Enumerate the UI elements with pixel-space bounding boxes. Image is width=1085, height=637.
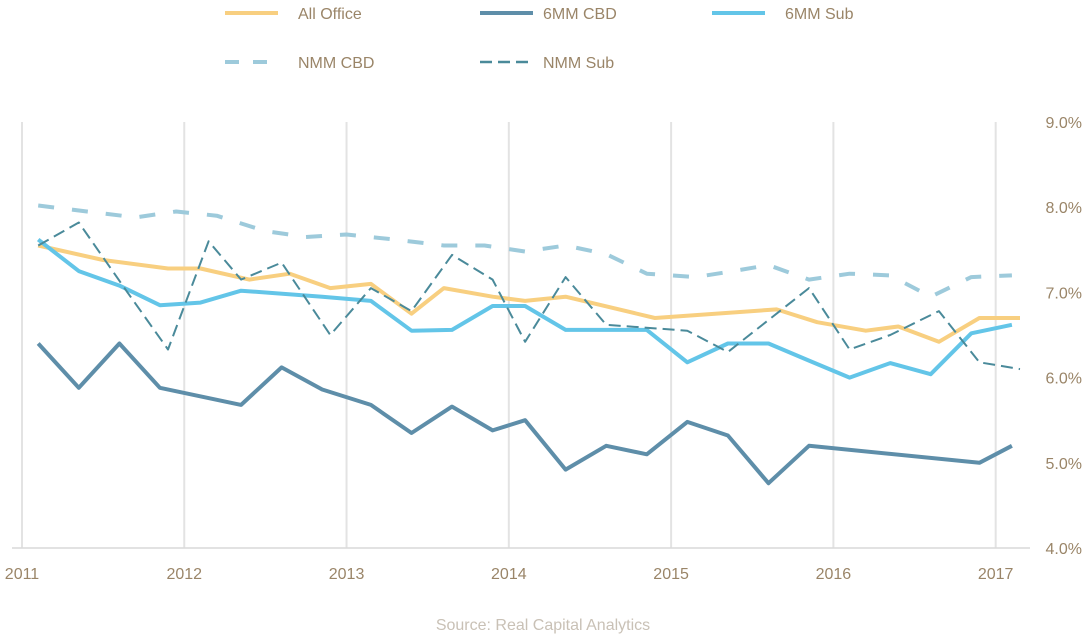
- chart-legend: All Office 6MM CBD 6MM Sub NMM CBD NMM Sub: [225, 6, 854, 72]
- x-tick-label: 2016: [816, 566, 852, 583]
- series-line-6mm-cbd: [36, 341, 1013, 486]
- legend-label-nmm-sub: NMM Sub: [543, 55, 614, 72]
- x-tick-label: 2013: [329, 566, 365, 583]
- legend-label-all-office: All Office: [298, 6, 362, 23]
- series-line-nmm-sub: [37, 221, 1021, 371]
- series-line-all-office: [37, 243, 1020, 344]
- x-tick-label: 2011: [5, 566, 40, 583]
- series-line-6mm-sub: [36, 238, 1013, 380]
- y-tick-label: 5.0%: [1046, 456, 1082, 473]
- y-tick-label: 9.0%: [1046, 115, 1082, 132]
- legend-label-nmm-cbd: NMM CBD: [298, 55, 374, 72]
- y-tick-label: 6.0%: [1046, 371, 1082, 388]
- x-tick-label: 2012: [166, 566, 202, 583]
- y-tick-label: 8.0%: [1046, 200, 1082, 217]
- legend-label-6mm-cbd: 6MM CBD: [543, 6, 617, 23]
- x-axis-tick-labels: 2011 2012 2013 2014 2015 2016 2017: [5, 566, 1014, 583]
- y-tick-label: 4.0%: [1046, 541, 1082, 558]
- source-note: Source: Real Capital Analytics: [436, 617, 650, 634]
- y-tick-label: 7.0%: [1046, 285, 1082, 302]
- y-axis-tick-labels: 4.0% 5.0% 6.0% 7.0% 8.0% 9.0%: [1046, 115, 1082, 558]
- legend-label-6mm-sub: 6MM Sub: [785, 6, 854, 23]
- series-lines: [36, 203, 1021, 486]
- x-tick-label: 2015: [653, 566, 689, 583]
- x-tick-label: 2017: [978, 566, 1014, 583]
- series-line-nmm-cbd: [37, 203, 1012, 299]
- vertical-gridlines: [21, 122, 997, 548]
- x-tick-label: 2014: [491, 566, 527, 583]
